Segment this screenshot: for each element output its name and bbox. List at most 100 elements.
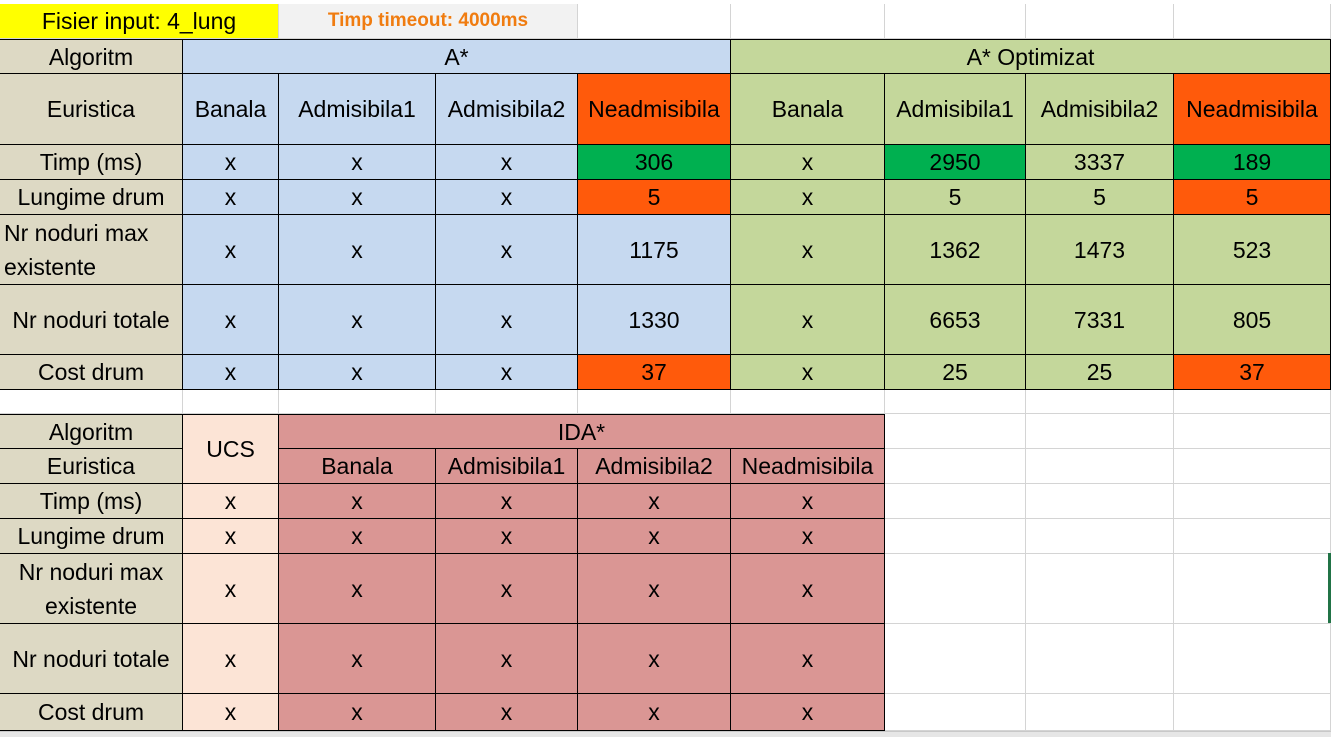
table-cell[interactable]: 1362: [885, 215, 1026, 285]
table-cell[interactable]: x: [279, 180, 436, 215]
table-cell[interactable]: x: [279, 554, 436, 624]
empty-cell[interactable]: [1026, 4, 1174, 39]
empty-cell[interactable]: [1174, 390, 1331, 414]
table-cell[interactable]: 3337: [1026, 145, 1174, 180]
empty-cell[interactable]: [731, 390, 885, 414]
empty-cell[interactable]: [1174, 414, 1331, 449]
euristica-label[interactable]: Euristica: [0, 74, 183, 145]
heuristic-header[interactable]: Admisibila1: [885, 74, 1026, 145]
row-label-noduri-totale-2[interactable]: Nr noduri totale: [0, 624, 183, 694]
heuristic-header[interactable]: Neadmisibila: [1174, 74, 1331, 145]
table-cell[interactable]: x: [436, 519, 578, 554]
table-cell[interactable]: x: [578, 519, 731, 554]
table-cell[interactable]: x: [279, 145, 436, 180]
table-cell[interactable]: x: [183, 355, 279, 390]
empty-cell[interactable]: [183, 390, 279, 414]
table-cell[interactable]: x: [731, 215, 885, 285]
table-cell[interactable]: 306: [578, 145, 731, 180]
table-cell[interactable]: x: [731, 554, 885, 624]
table-cell[interactable]: x: [183, 484, 279, 519]
empty-cell[interactable]: [885, 519, 1026, 554]
empty-cell[interactable]: [1026, 484, 1174, 519]
table-cell[interactable]: x: [436, 624, 578, 694]
heuristic-header[interactable]: Admisibila2: [578, 449, 731, 484]
heuristic-header[interactable]: Banala: [279, 449, 436, 484]
table-cell[interactable]: x: [731, 624, 885, 694]
table-cell[interactable]: x: [183, 519, 279, 554]
empty-cell[interactable]: [1026, 624, 1174, 694]
table-cell[interactable]: 5: [1174, 180, 1331, 215]
heuristic-header[interactable]: Admisibila1: [279, 74, 436, 145]
table-cell[interactable]: 25: [1026, 355, 1174, 390]
table-cell[interactable]: x: [279, 519, 436, 554]
table-cell[interactable]: 5: [1026, 180, 1174, 215]
row-label-noduri-max[interactable]: Nr noduri max existente: [0, 215, 183, 285]
table-cell[interactable]: x: [436, 180, 578, 215]
heuristic-header[interactable]: Neadmisibila: [578, 74, 731, 145]
algoritm-label[interactable]: Algoritm: [0, 39, 183, 74]
empty-cell[interactable]: [1174, 484, 1331, 519]
empty-cell[interactable]: [885, 414, 1026, 449]
timeout-cell[interactable]: Timp timeout: 4000ms: [279, 4, 578, 39]
table-cell[interactable]: 1473: [1026, 215, 1174, 285]
heuristic-header[interactable]: Banala: [731, 74, 885, 145]
table-cell[interactable]: x: [731, 285, 885, 355]
table-cell[interactable]: x: [183, 180, 279, 215]
empty-cell[interactable]: [1026, 694, 1174, 731]
row-label-timp[interactable]: Timp (ms): [0, 145, 183, 180]
table-cell[interactable]: 523: [1174, 215, 1331, 285]
table-cell[interactable]: x: [731, 694, 885, 731]
heuristic-header[interactable]: Admisibila2: [1026, 74, 1174, 145]
table-cell[interactable]: x: [731, 180, 885, 215]
table-cell[interactable]: 37: [1174, 355, 1331, 390]
row-label-lungime[interactable]: Lungime drum: [0, 180, 183, 215]
empty-cell[interactable]: [1174, 449, 1331, 484]
table-cell[interactable]: 5: [578, 180, 731, 215]
empty-cell[interactable]: [578, 4, 731, 39]
table-cell[interactable]: x: [731, 145, 885, 180]
empty-cell[interactable]: [1174, 519, 1331, 554]
table-cell[interactable]: x: [436, 554, 578, 624]
empty-cell[interactable]: [885, 694, 1026, 731]
empty-cell[interactable]: [1026, 554, 1174, 624]
empty-cell[interactable]: [0, 390, 183, 414]
table-cell[interactable]: x: [279, 694, 436, 731]
table-cell[interactable]: x: [183, 694, 279, 731]
table-cell[interactable]: x: [183, 624, 279, 694]
empty-cell[interactable]: [279, 390, 436, 414]
table-cell[interactable]: x: [279, 285, 436, 355]
empty-cell[interactable]: [436, 390, 578, 414]
table-cell[interactable]: 37: [578, 355, 731, 390]
table-cell[interactable]: 1175: [578, 215, 731, 285]
heuristic-header[interactable]: Admisibila2: [436, 74, 578, 145]
astar-group-header[interactable]: A*: [183, 39, 731, 74]
table-cell[interactable]: 25: [885, 355, 1026, 390]
ucs-header[interactable]: UCS: [183, 414, 279, 484]
table-cell[interactable]: x: [731, 355, 885, 390]
table-cell[interactable]: x: [436, 484, 578, 519]
table-cell[interactable]: x: [436, 694, 578, 731]
heuristic-header[interactable]: Admisibila1: [436, 449, 578, 484]
table-cell[interactable]: x: [578, 484, 731, 519]
empty-cell[interactable]: [885, 390, 1026, 414]
algoritm-label-2[interactable]: Algoritm: [0, 414, 183, 449]
table-cell[interactable]: x: [436, 215, 578, 285]
empty-cell[interactable]: [1174, 4, 1331, 39]
empty-cell[interactable]: [1174, 694, 1331, 731]
table-cell[interactable]: 5: [885, 180, 1026, 215]
row-label-timp-2[interactable]: Timp (ms): [0, 484, 183, 519]
astar-opt-group-header[interactable]: A* Optimizat: [731, 39, 1331, 74]
table-cell[interactable]: 805: [1174, 285, 1331, 355]
row-label-noduri-totale[interactable]: Nr noduri totale: [0, 285, 183, 355]
empty-cell[interactable]: [885, 624, 1026, 694]
empty-cell[interactable]: [1026, 449, 1174, 484]
empty-cell[interactable]: [578, 390, 731, 414]
input-file-cell[interactable]: Fisier input: 4_lung: [0, 4, 279, 39]
table-cell[interactable]: x: [436, 285, 578, 355]
table-cell[interactable]: x: [731, 484, 885, 519]
empty-cell[interactable]: [1026, 519, 1174, 554]
table-cell[interactable]: 6653: [885, 285, 1026, 355]
row-label-cost[interactable]: Cost drum: [0, 355, 183, 390]
table-cell[interactable]: 7331: [1026, 285, 1174, 355]
empty-cell[interactable]: [885, 484, 1026, 519]
